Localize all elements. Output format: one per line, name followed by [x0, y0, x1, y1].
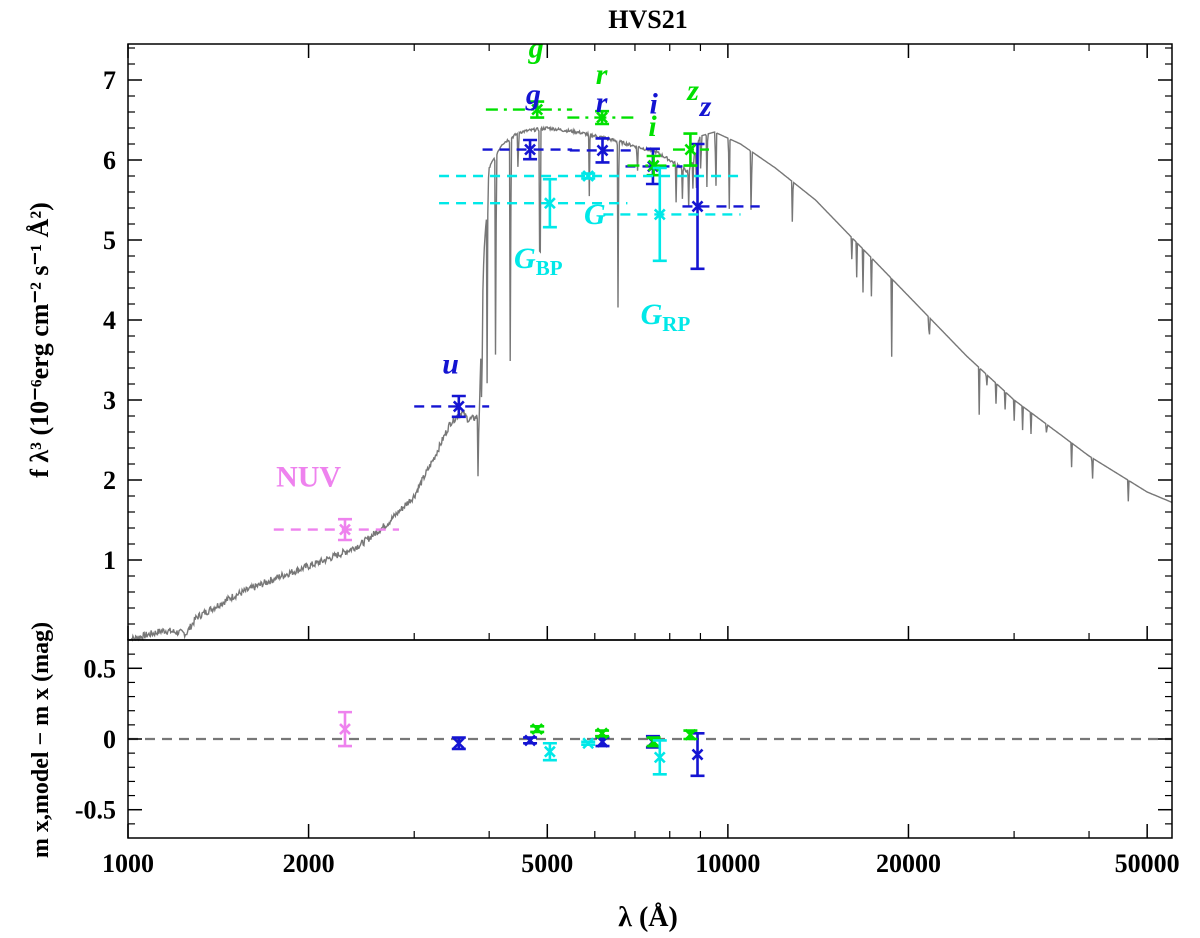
band-label: z — [686, 74, 699, 107]
top-y-tick-label: 7 — [103, 66, 116, 95]
bottom-panel: 0.5 0 -0.5 — [75, 639, 1173, 839]
bottom-y-axis-label: m x,model − m x (mag) — [28, 622, 54, 858]
residual-point — [524, 734, 536, 747]
flux-point — [691, 200, 704, 213]
band-label: u — [442, 348, 459, 381]
band-label: g — [525, 78, 541, 111]
x-axis-label: λ (Å) — [618, 902, 678, 933]
residual-point — [531, 723, 544, 736]
bottom-y-axis: 0.5 0 -0.5 — [75, 653, 1172, 825]
residual-point — [647, 735, 660, 748]
band-label: i — [649, 88, 658, 121]
x-tick-label: 10000 — [695, 849, 760, 878]
top-y-tick-label: 6 — [103, 146, 116, 175]
residual-point — [543, 745, 556, 758]
band-label: z — [699, 90, 712, 123]
top-y-axis: 1 2 3 4 5 6 7 — [103, 47, 1172, 625]
flux-point — [339, 523, 351, 536]
band-label: GBP — [514, 242, 563, 280]
flux-point — [524, 143, 536, 156]
flux-point — [596, 144, 609, 157]
residual-point — [691, 748, 704, 761]
top-y-tick-label: 2 — [103, 466, 116, 495]
flux-point — [543, 197, 556, 210]
residual-point — [452, 737, 465, 750]
x-tick-label: 1000 — [102, 849, 154, 878]
residual-point — [582, 737, 595, 750]
band-label: r — [596, 58, 608, 91]
x-tick-label: 20000 — [876, 849, 941, 878]
residual-points — [128, 710, 1172, 778]
flux-point — [531, 103, 544, 116]
model-spectrum — [127, 125, 1172, 642]
x-axis: 1000 2000 5000 10000 20000 50000 — [102, 44, 1180, 878]
top-y-axis-label: f λ³ (10⁻⁶erg cm⁻² s⁻¹ Å²) — [25, 202, 54, 478]
band-label: NUV — [276, 460, 341, 493]
flux-point — [582, 170, 595, 182]
chart-title: HVS21 — [608, 5, 687, 34]
band-label: GRP — [641, 298, 691, 336]
band-label: r — [596, 86, 608, 119]
residual-point — [684, 728, 697, 741]
band-label: G — [584, 198, 606, 231]
residual-point — [653, 751, 666, 764]
top-y-tick-label: 3 — [103, 386, 116, 415]
model-spectrum-line — [127, 125, 1172, 642]
residual-point — [339, 723, 351, 736]
flux-point — [596, 111, 608, 124]
flux-point — [452, 400, 465, 413]
x-tick-label: 50000 — [1115, 849, 1180, 878]
residual-point — [596, 727, 608, 740]
band-label: i — [648, 110, 657, 143]
flux-point — [684, 143, 697, 156]
bottom-y-tick-label: 0.5 — [84, 654, 117, 683]
x-tick-label: 2000 — [283, 849, 335, 878]
top-y-tick-label: 4 — [103, 306, 116, 335]
flux-point — [653, 208, 666, 221]
top-y-tick-label: 5 — [103, 226, 116, 255]
x-tick-label: 5000 — [521, 849, 573, 878]
bottom-y-tick-label: 0 — [103, 725, 116, 754]
photometry-points — [273, 100, 760, 542]
bottom-y-tick-label: -0.5 — [75, 796, 116, 825]
top-y-tick-label: 1 — [103, 546, 116, 575]
band-label: g — [528, 32, 544, 65]
